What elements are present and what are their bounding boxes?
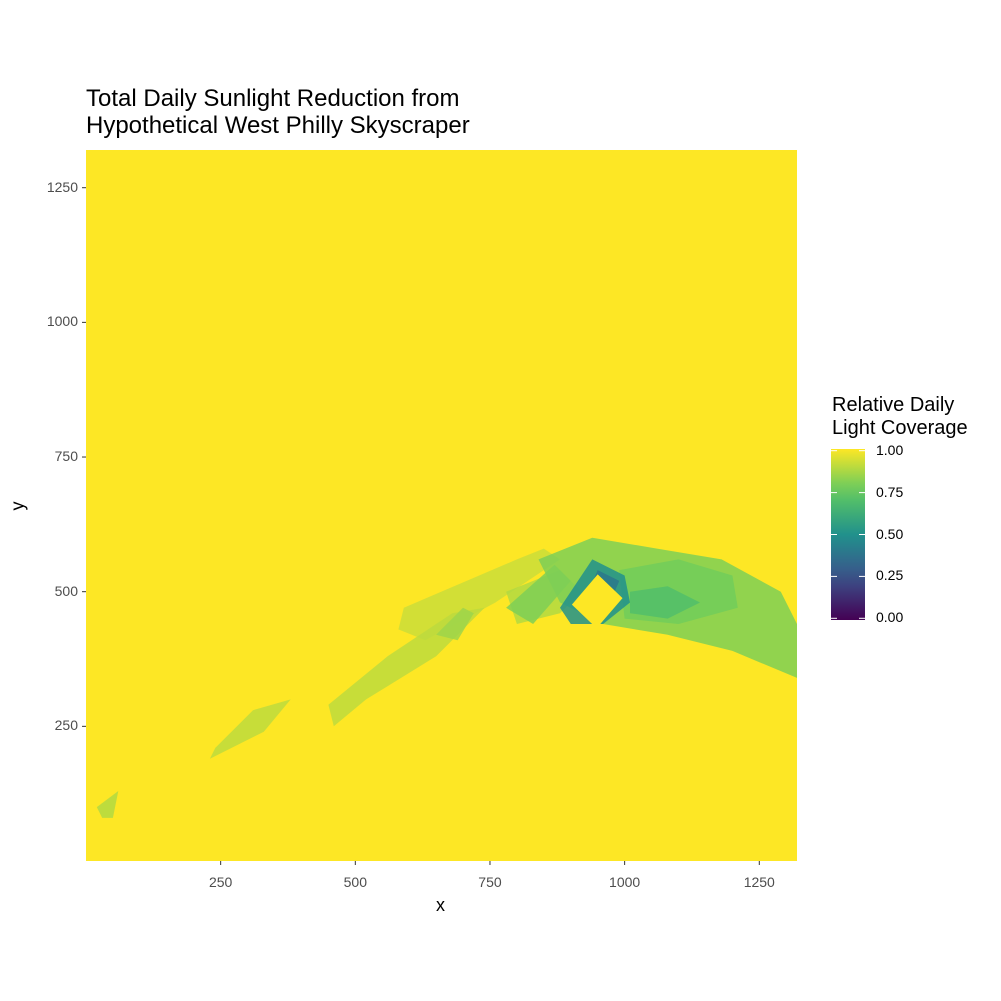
heatmap-background <box>86 150 797 861</box>
y-tick-label: 1000 <box>46 313 78 330</box>
y-tick-label: 250 <box>54 717 78 734</box>
shadow-region-6 <box>630 586 700 619</box>
legend-break-label: 0.00 <box>876 609 904 626</box>
legend-break-label: 0.25 <box>876 567 904 584</box>
shadow-region-9 <box>209 699 291 759</box>
shadow-region-0 <box>398 548 560 641</box>
x-axis-title: x <box>436 895 445 915</box>
y-tick-label: 750 <box>54 448 78 465</box>
y-tick-label: 1250 <box>46 178 78 195</box>
chart-title-line-1: Total Daily Sunlight Reduction from <box>86 85 460 112</box>
legend-break-label: 0.50 <box>876 525 904 542</box>
y-axis-title: y <box>7 501 28 511</box>
x-tick-label: 500 <box>343 874 367 890</box>
legend-break-label: 0.75 <box>876 483 904 500</box>
shadow-region-1 <box>328 607 485 727</box>
legend-break-label: 1.00 <box>876 441 904 458</box>
chart-title-line-2: Hypothetical West Philly Skyscraper <box>86 112 470 139</box>
legend-title-line-2: Light Coverage <box>832 417 968 439</box>
x-tick-label: 750 <box>478 874 502 890</box>
x-tick-label: 1000 <box>609 874 641 890</box>
shadow-region-10 <box>96 791 119 818</box>
x-tick-label: 1250 <box>743 874 775 890</box>
shadow-region-12 <box>571 574 623 629</box>
x-tick-label: 250 <box>208 874 233 890</box>
y-tick-label: 500 <box>54 582 78 599</box>
legend-title-line-1: Relative Daily <box>832 394 955 416</box>
shadow-region-11 <box>436 607 474 641</box>
